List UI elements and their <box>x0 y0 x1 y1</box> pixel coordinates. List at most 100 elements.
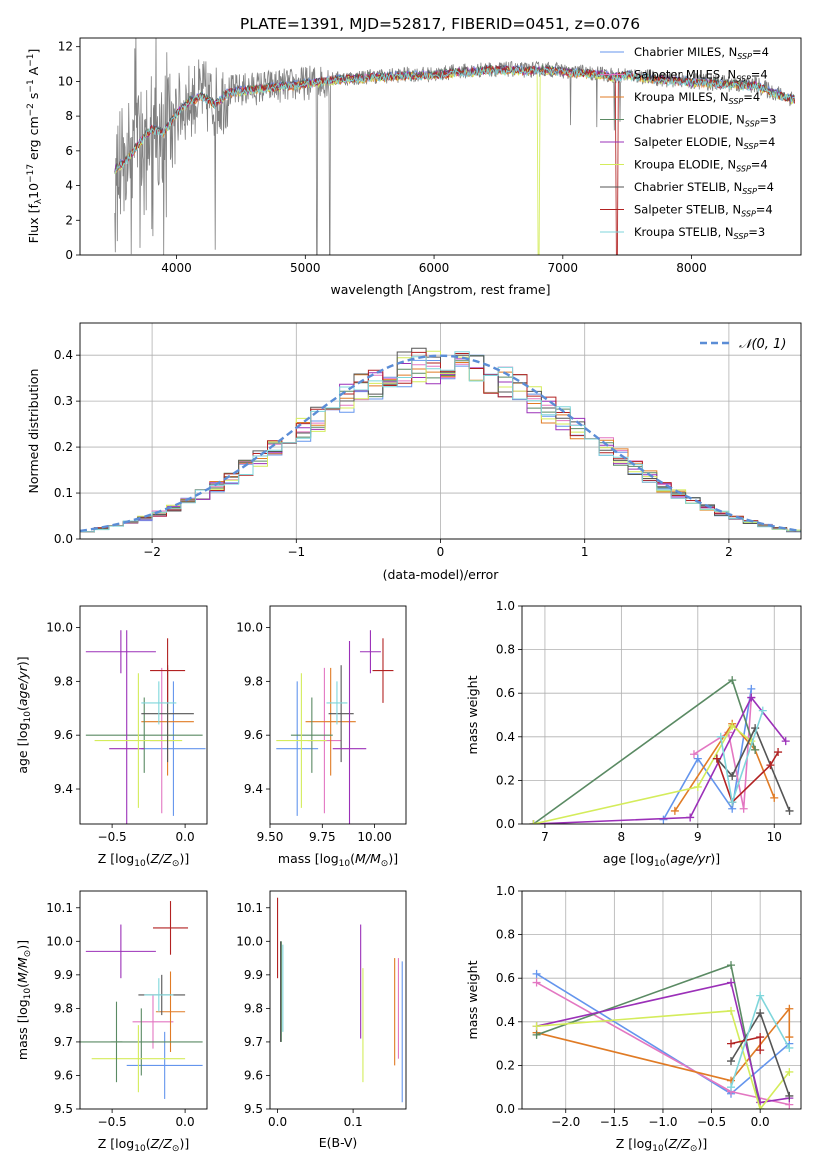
x-tick-label: −2.0 <box>551 1115 580 1129</box>
y-tick-label: 10.0 <box>236 934 263 948</box>
plot-area <box>276 630 394 824</box>
axes-frame <box>79 37 802 256</box>
weight-marker <box>532 1022 541 1031</box>
weight-line <box>716 726 791 812</box>
spectrum-y-label: Flux [fλ10−17 erg cm−2 s−1 A−1] <box>26 49 44 244</box>
y-tick-label: 10 <box>58 74 73 88</box>
label-part: ⊙ <box>23 950 33 958</box>
y-tick-label: 10.0 <box>46 934 73 948</box>
x-tick-label: −1 <box>287 545 305 559</box>
axes-frame <box>269 890 407 1110</box>
x-tick-label: 4000 <box>161 261 192 275</box>
weight-marker <box>785 1091 794 1100</box>
x-tick-label: 5000 <box>290 261 321 275</box>
weight-marker <box>689 750 698 759</box>
residuals-x-label: (data-model)/error <box>383 567 500 582</box>
axes-frame <box>79 890 208 1110</box>
weight-line <box>533 696 787 824</box>
weight-marker <box>728 676 737 685</box>
y-tick-label: 0.6 <box>496 971 515 985</box>
spectrum-y-label-part: −17 <box>26 164 36 183</box>
label-part: M/M <box>355 851 381 866</box>
label-part: ( <box>146 1136 151 1151</box>
legend-entry: Chabrier STELIB, NSSP=4 <box>634 180 774 196</box>
x-axis-label: Z [log10(Z/Z⊙)] <box>616 1136 707 1154</box>
y-tick-label: 0.4 <box>54 348 73 362</box>
y-tick-label: 9.5 <box>244 1102 263 1116</box>
legend-text: Salpeter ELODIE, N <box>634 135 744 149</box>
x-tick-label: 1 <box>581 545 589 559</box>
plot-area <box>85 630 206 824</box>
mass-vs-metallicity-panel: −0.5 0.09.59.69.79.89.910.010.1Z [log10(Z… <box>15 890 208 1154</box>
weight-marker <box>785 1033 794 1042</box>
weight-marker <box>712 754 721 763</box>
legend-entry: Kroupa MILES, NSSP=4 <box>634 90 760 106</box>
normal-reference-curve <box>80 354 801 533</box>
legend-text: Kroupa ELODIE, N <box>634 158 736 172</box>
weight-marker <box>532 969 541 978</box>
y-tick-label: 10.0 <box>46 621 73 635</box>
label-part: M/M <box>15 957 30 983</box>
plot-area <box>529 676 794 824</box>
legend-entry: Kroupa STELIB, NSSP=3 <box>634 225 765 241</box>
y-tick-label: 0.4 <box>496 1015 515 1029</box>
residuals-legend: 𝒩(0, 1) <box>700 337 786 352</box>
x-axis-label: E(B-V) <box>319 1135 358 1150</box>
label-part: ⊙ <box>172 1144 180 1154</box>
legend-entry: Salpeter STELIB, NSSP=4 <box>634 203 773 219</box>
weight-marker <box>727 1006 736 1015</box>
x-tick-label: −1.0 <box>648 1115 677 1129</box>
label-part: Z [log <box>98 851 134 866</box>
spectrum-y-label-part: ] <box>26 49 41 54</box>
label-part: Z [log <box>98 1136 134 1151</box>
x-tick-label: 2 <box>725 545 733 559</box>
y-tick-label: 0.0 <box>496 1102 515 1116</box>
y-tick-label: 0.0 <box>496 817 515 831</box>
y-tick-label: 2 <box>65 213 73 227</box>
y-tick-label: 0.2 <box>54 440 73 454</box>
legend-entry: Chabrier ELODIE, NSSP=3 <box>634 113 776 129</box>
label-part: 10 <box>652 1144 664 1154</box>
legend-tail: =4 <box>751 158 768 172</box>
x-axis-label: Z [log10(Z/Z⊙)] <box>98 851 189 869</box>
axes-frame <box>269 605 407 825</box>
label-part: Z [log <box>616 1136 652 1151</box>
y-tick-label: 0.4 <box>496 730 515 744</box>
figure-title: PLATE=1391, MJD=52817, FIBERID=0451, z=0… <box>240 15 640 33</box>
legend-text: Kroupa STELIB, N <box>634 225 734 239</box>
weight-marker <box>785 806 794 815</box>
x-tick-label: 9.50 <box>257 830 284 844</box>
label-part: 10 <box>23 711 33 723</box>
weight-line <box>716 751 779 804</box>
label-part: 10 <box>654 859 666 869</box>
x-tick-label: 9.75 <box>309 830 336 844</box>
y-tick-label: 9.8 <box>244 1001 263 1015</box>
label-part: Z/Z <box>150 851 173 866</box>
y-tick-label: 0.2 <box>496 773 515 787</box>
legend-entry: Salpeter MILES, NSSP=4 <box>634 68 768 84</box>
y-tick-label: 9.6 <box>54 1068 73 1082</box>
x-axis-label: age [log10(age/yr)] <box>603 851 720 869</box>
age-vs-mass-panel: 9.50 9.75 10.00 9.4 9.6 9.8 10.0 mass [log10(M/… <box>236 605 407 869</box>
y-tick-label: 9.8 <box>54 674 73 688</box>
legend-sub: SSP <box>734 232 749 241</box>
weight-line <box>536 1010 790 1109</box>
label-part: ( <box>664 1136 669 1151</box>
label-part: age [log <box>15 722 30 773</box>
y-tick-label: 10.0 <box>236 621 263 635</box>
residual-histogram <box>80 351 801 533</box>
legend-entry: Salpeter ELODIE, NSSP=4 <box>634 135 775 151</box>
legend-text: Salpeter MILES, N <box>634 68 736 82</box>
spectrum-y-label-part: −2 <box>26 103 36 116</box>
label-part: age/yr <box>15 665 30 706</box>
weight-marker <box>785 1004 794 1013</box>
legend-tail: =4 <box>751 68 768 82</box>
label-part: Z/Z <box>150 1136 173 1151</box>
x-tick-label: −2 <box>143 545 161 559</box>
legend-tail: =3 <box>760 113 777 127</box>
legend-sub: SSP <box>729 97 744 106</box>
plot-area <box>532 961 794 1109</box>
y-tick-label: 9.6 <box>244 1068 263 1082</box>
weight-marker <box>758 706 767 715</box>
plot-area <box>80 901 203 1099</box>
